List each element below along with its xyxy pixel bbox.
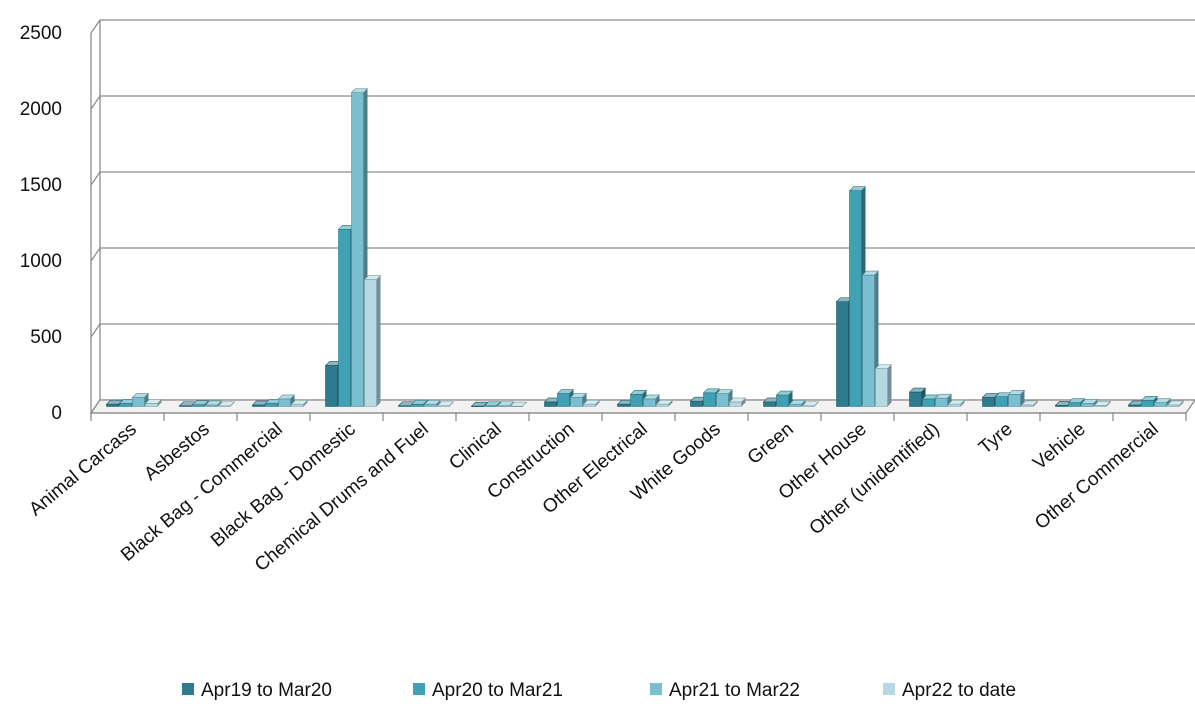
bar	[874, 364, 893, 407]
legend-label: Apr20 to Mar21	[432, 680, 563, 701]
x-tick-label: Other Commercial	[1031, 419, 1163, 534]
bar	[1020, 400, 1039, 407]
bar	[947, 399, 966, 407]
y-tick-label: 2500	[20, 23, 62, 44]
bar	[496, 401, 515, 407]
axis-layer	[89, 20, 1195, 421]
gridline-side	[90, 171, 101, 186]
x-tick-label: Green	[744, 419, 798, 469]
bar	[509, 401, 528, 407]
y-tick-label: 1500	[20, 175, 62, 196]
bar	[217, 401, 236, 407]
bar	[483, 401, 502, 407]
bar	[569, 393, 588, 407]
legend-label: Apr19 to Mar20	[201, 680, 332, 701]
y-tick-label: 500	[30, 327, 62, 348]
y-tick-label: 0	[51, 403, 62, 424]
legend-swatch	[650, 683, 662, 695]
bar	[1093, 400, 1112, 407]
bar	[801, 401, 820, 407]
x-tick-label: Vehicle	[1029, 419, 1089, 474]
bar	[436, 401, 455, 407]
legend-swatch	[182, 683, 194, 695]
legend-swatch	[413, 683, 425, 695]
x-tick-label: Clinical	[445, 419, 505, 474]
gridline-side	[90, 247, 101, 262]
bar	[1007, 390, 1026, 407]
bar	[144, 399, 163, 407]
x-tick-label: Animal Carcass	[25, 419, 140, 521]
bar	[934, 393, 953, 407]
bar	[788, 399, 807, 407]
legend-label: Apr22 to date	[902, 680, 1016, 701]
y-tick-label: 1000	[20, 251, 62, 272]
legend-swatch	[883, 683, 895, 695]
bar	[655, 399, 674, 407]
bar	[1166, 400, 1185, 407]
bar	[642, 394, 661, 407]
bar	[1080, 399, 1099, 407]
bar	[582, 399, 601, 407]
x-tick-label: Other (unidentified)	[806, 419, 944, 540]
label-layer: 0 500 1000 1500 2000 2500 Animal Carcass Asbest…	[20, 23, 1163, 576]
bar-layer	[105, 88, 1185, 407]
gridline-side	[90, 95, 101, 110]
y-tick-label: 2000	[20, 99, 62, 120]
bar	[728, 397, 747, 407]
bar	[363, 275, 382, 407]
legend-layer: Apr19 to Mar20 Apr20 to Mar21 Apr21 to Mar…	[182, 680, 1016, 701]
bar	[1153, 398, 1172, 407]
bar	[277, 394, 296, 407]
legend-label: Apr21 to Mar22	[669, 680, 800, 701]
grid-layer	[90, 19, 1195, 414]
bar	[204, 400, 223, 407]
x-tick-label: Tyre	[975, 419, 1017, 459]
gridline-side	[90, 323, 101, 338]
bar	[290, 399, 309, 407]
x-tick-label: Asbestos	[140, 419, 213, 485]
gridline-side	[90, 19, 101, 34]
bar	[410, 399, 429, 407]
bar	[470, 401, 489, 407]
bar	[423, 399, 442, 407]
bar	[715, 389, 734, 407]
